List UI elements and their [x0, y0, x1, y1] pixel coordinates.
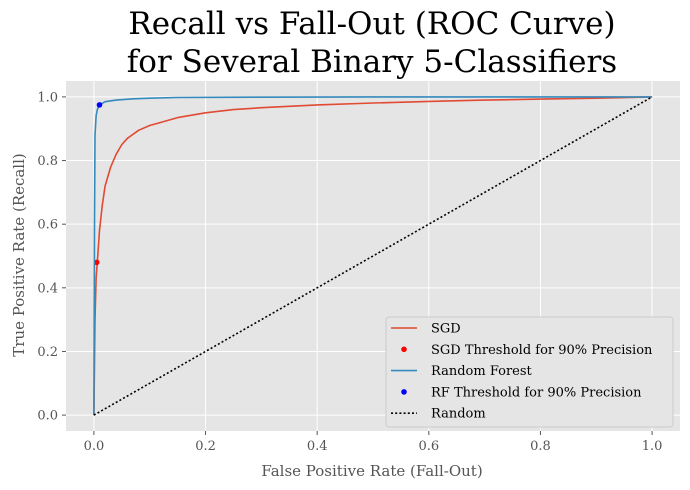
y-tick-label: 0.6 [37, 218, 58, 233]
legend-marker-rf-threshold-for-90-precision [401, 389, 407, 395]
legend-label-sgd: SGD [431, 322, 461, 337]
y-tick-label: 1.0 [37, 90, 58, 105]
legend-label-sgd-threshold-for-90-precision: SGD Threshold for 90% Precision [431, 343, 653, 358]
x-tick-label: 0.0 [84, 439, 105, 454]
legend: SGD SGD Threshold for 90% Precision Random… [385, 316, 674, 428]
legend-label-random-forest: Random Forest [431, 364, 533, 379]
x-axis-ticks: 0.0 0.2 0.4 0.6 0.8 1.0 [84, 431, 663, 454]
x-tick-label: 0.6 [418, 439, 439, 454]
x-axis-label: False Positive Rate (Fall-Out) [261, 462, 482, 480]
legend-marker-sgd-threshold-for-90-precision [401, 346, 407, 353]
legend-label-rf-threshold-for-90-precision: RF Threshold for 90% Precision [431, 385, 642, 400]
legend-label-random: Random [431, 407, 486, 422]
y-tick-label: 0.0 [37, 409, 58, 424]
sgd-line [93, 96, 653, 416]
sgd-threshold-for-90-precision-point [93, 259, 100, 266]
y-axis-label: True Positive Rate (Recall) [10, 153, 28, 357]
chart-title-line-1: Recall vs Fall-Out (ROC Curve) [128, 6, 615, 42]
x-tick-label: 0.2 [195, 439, 216, 454]
y-tick-label: 0.2 [37, 345, 58, 360]
y-tick-label: 0.8 [37, 154, 58, 169]
series-layer [93, 96, 653, 416]
x-tick-label: 0.8 [530, 439, 551, 454]
random-forest-line [93, 96, 653, 416]
legend-box [385, 316, 674, 428]
rf-threshold-for-90-precision-point [96, 102, 103, 108]
chart-title-line-2: for Several Binary 5-Classifiers [127, 44, 617, 80]
y-axis-ticks: 0.0 0.2 0.4 0.6 0.8 1.0 [37, 90, 66, 424]
x-tick-label: 1.0 [642, 439, 663, 454]
x-tick-label: 0.4 [307, 439, 328, 454]
y-tick-label: 0.4 [37, 281, 58, 296]
